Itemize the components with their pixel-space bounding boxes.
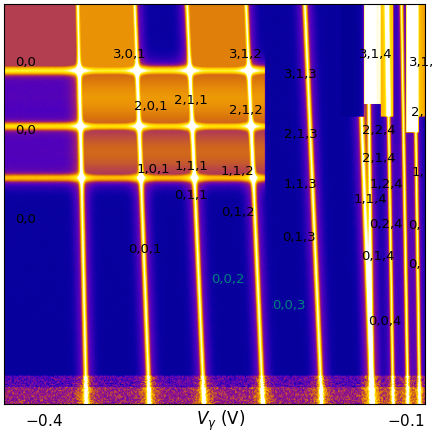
Text: 0,2,4: 0,2,4 <box>369 218 403 231</box>
Text: $V_\gamma\ \mathrm{(V)}$: $V_\gamma\ \mathrm{(V)}$ <box>196 409 245 433</box>
Text: $-0.4$: $-0.4$ <box>25 413 63 429</box>
Text: 2,1,1: 2,1,1 <box>175 93 208 107</box>
Text: 0,0,1: 0,0,1 <box>128 243 162 256</box>
Text: 0,0,4: 0,0,4 <box>368 315 401 329</box>
Text: $-0.1$: $-0.1$ <box>387 413 425 429</box>
Text: 0,1,1: 0,1,1 <box>175 189 208 202</box>
Text: 0,0,2: 0,0,2 <box>211 273 244 286</box>
Text: 1,1,2: 1,1,2 <box>220 164 254 178</box>
Text: 3,1,2: 3,1,2 <box>229 48 263 60</box>
Text: 0,: 0, <box>409 258 421 271</box>
Text: 3,1,4: 3,1,4 <box>359 48 393 60</box>
Text: 1,2,4: 1,2,4 <box>369 178 403 191</box>
Text: 0,0: 0,0 <box>15 56 36 69</box>
Text: 1,1,3: 1,1,3 <box>284 178 318 191</box>
Text: 0,0: 0,0 <box>15 213 36 226</box>
Text: 2,0,1: 2,0,1 <box>135 100 168 112</box>
Text: 0,1,3: 0,1,3 <box>283 232 316 244</box>
Text: 2,: 2, <box>411 105 424 119</box>
Text: 3,1,3: 3,1,3 <box>284 67 318 81</box>
Text: 2,2,4: 2,2,4 <box>363 123 396 137</box>
Text: 2,1,2: 2,1,2 <box>229 104 263 116</box>
Text: 0,1,4: 0,1,4 <box>361 250 394 263</box>
Text: 1,1,4: 1,1,4 <box>353 193 387 206</box>
Text: 0,: 0, <box>409 220 421 232</box>
Text: 0,0,3: 0,0,3 <box>273 299 306 312</box>
Text: 3,0,1: 3,0,1 <box>113 48 147 60</box>
Text: 3,1,: 3,1, <box>409 56 434 69</box>
Text: 2,1,3: 2,1,3 <box>284 127 318 141</box>
Text: 2,1,4: 2,1,4 <box>363 152 396 164</box>
Text: 1,: 1, <box>411 166 424 179</box>
Text: 0,0: 0,0 <box>15 123 36 137</box>
Text: 0,1,2: 0,1,2 <box>220 206 254 219</box>
Text: 1,0,1: 1,0,1 <box>137 164 170 176</box>
Text: 1,1,1: 1,1,1 <box>175 160 208 172</box>
